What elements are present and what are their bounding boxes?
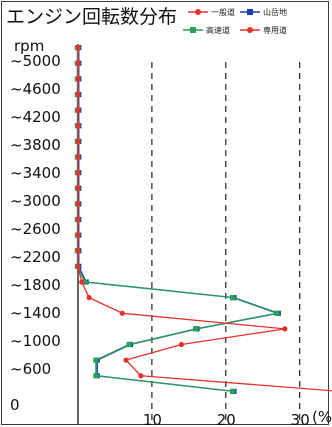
x-tick-labels: 10 20 30	[143, 411, 310, 427]
chart-title: エンジン回転数分布	[6, 6, 177, 28]
x-unit-label: (%)	[312, 408, 332, 426]
series-line	[77, 47, 332, 392]
data-point	[138, 373, 144, 379]
data-point	[82, 279, 88, 285]
data-point	[119, 310, 125, 316]
legend-marker	[247, 27, 253, 33]
legend-label: 一般道	[211, 7, 235, 17]
y-tick-label: ~5000	[10, 52, 61, 70]
y-unit-label: rpm	[14, 37, 44, 55]
data-point	[274, 310, 280, 316]
legend-marker	[195, 9, 201, 15]
data-point	[75, 216, 81, 223]
data-point	[86, 295, 92, 301]
data-point	[75, 248, 81, 254]
data-point	[75, 154, 81, 160]
series-line	[76, 47, 280, 393]
y-tick-label: ~2600	[10, 220, 61, 238]
data-point	[75, 45, 81, 51]
y-tick-label: ~2200	[10, 248, 61, 266]
y-tick-labels: ~5000 ~4600 ~4200 ~3800 ~3400 ~3000 ~2600 ~2200…	[10, 52, 61, 414]
y-tick-label: ~3000	[10, 192, 61, 210]
data-point	[75, 185, 81, 191]
data-point	[123, 357, 129, 363]
data-point	[282, 326, 288, 332]
y-tick-label: ~1800	[10, 276, 61, 294]
x-tick-label: 30	[291, 411, 310, 427]
data-point	[75, 232, 81, 238]
legend-marker	[247, 9, 253, 15]
data-point	[178, 341, 185, 348]
y-tick-label: ~1000	[10, 332, 61, 350]
data-point	[75, 170, 81, 176]
data-point	[126, 341, 132, 348]
y-tick-label: ~1400	[10, 304, 61, 322]
data-point	[75, 138, 81, 144]
data-point	[229, 388, 236, 394]
x-tick-label: 20	[217, 411, 236, 427]
data-point	[93, 373, 99, 379]
y-tick-label: ~600	[10, 360, 51, 378]
data-point	[229, 295, 236, 301]
legend-marker	[190, 27, 196, 33]
data-point	[75, 60, 81, 66]
y-tick-label: ~3800	[10, 136, 61, 154]
y-tick-label: 0	[10, 396, 20, 414]
y-tick-label: ~4200	[10, 108, 61, 126]
data-point	[75, 91, 81, 98]
y-tick-label: ~3400	[10, 164, 61, 182]
data-series	[74, 45, 332, 394]
data-point	[75, 123, 81, 129]
x-tick-label: 10	[143, 411, 162, 427]
legend-label: 山岳地	[263, 7, 287, 17]
series-line	[78, 47, 281, 393]
data-point	[75, 107, 81, 113]
y-tick-label: ~4600	[10, 80, 61, 98]
data-point	[75, 263, 81, 269]
legend-label: 専用道	[263, 25, 287, 35]
data-point	[193, 326, 199, 332]
data-point	[75, 201, 81, 207]
data-point	[75, 76, 81, 82]
data-point	[93, 357, 99, 363]
grid-lines	[151, 62, 301, 424]
data-point	[79, 279, 85, 285]
legend-label: 高速道	[206, 25, 230, 35]
